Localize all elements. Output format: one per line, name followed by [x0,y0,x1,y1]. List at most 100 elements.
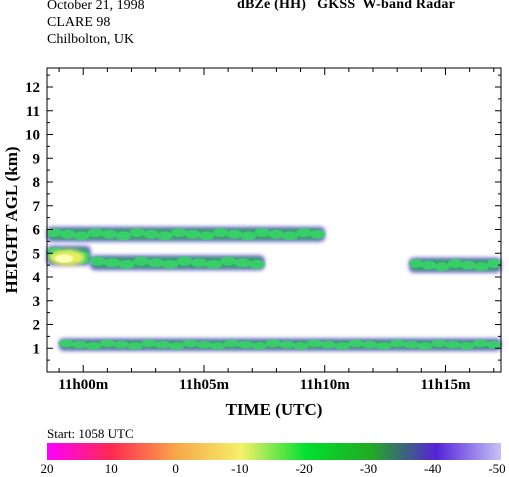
echo-cell [389,339,406,348]
echo-cell [268,229,284,239]
colorbar-tick-label: -20 [295,461,313,476]
echo-cell [403,340,419,349]
x-tick-label: 11h10m [300,377,351,393]
echo-cell [421,260,437,270]
echo-cell [99,339,116,348]
echo-cell [279,340,295,349]
echo-cell [101,229,118,239]
echo-cell [408,258,423,268]
echo-cell [87,227,104,238]
echo-cell [472,339,488,348]
echo-cell [162,259,179,270]
echo-cell [254,227,270,238]
header-info: October 21, 1998 CLARE 98 Chilbolton, UK [47,0,145,48]
echo-cell [282,231,298,241]
echo-cell [212,227,229,238]
echo-cell [474,262,489,272]
echo-cell [185,229,201,239]
x-tick-label: 11h05m [179,377,230,393]
echo-cell [205,259,222,270]
y-tick-label: 5 [33,246,41,262]
echo-layer [58,338,502,351]
y-tick-label: 6 [33,223,41,239]
echo-cell [118,259,135,270]
x-axis-label: TIME (UTC) [226,400,323,419]
echo-layer [408,258,502,273]
echo-cell [191,258,208,268]
echo-cell [171,227,187,238]
echo-cell [72,340,88,349]
echo-cell [58,339,74,348]
echo-cell [143,229,159,239]
location-label: Chilbolton, UK [47,32,135,47]
echo-cell [251,342,267,350]
echo-cell [74,231,90,241]
x-tick-label: 11h00m [58,377,109,393]
echo-cell [46,227,62,238]
y-tick-label: 4 [33,270,41,286]
colorbar-tick-label: -10 [231,461,249,476]
colorbar-tick-label: -50 [488,461,506,476]
echo-cell [89,256,106,266]
echo-cell [348,339,364,348]
echo-layer [46,227,326,242]
colorbar-tick-label: 20 [40,461,54,476]
echo-cell [210,342,226,350]
echo-cell [487,258,502,268]
echo-cell [445,340,461,349]
echo-cell [310,229,326,239]
echo-cell [447,258,463,268]
colorbar [47,443,501,460]
echo-cell [234,258,251,268]
echo-cell [458,342,475,350]
chart-title: dBZe (HH) GKSS W-band Radar [237,0,455,12]
echo-cell [141,339,157,348]
echo-cell [334,342,350,350]
echo-cell [129,227,145,238]
echo-cell [147,258,164,268]
colorbar-tick-label: -40 [424,461,442,476]
echo-cell [376,342,392,350]
echo-cell [461,260,476,270]
echo-cell [293,342,309,350]
y-tick-label: 8 [33,175,41,191]
plot-frame [46,67,502,373]
echo-cell [265,339,281,348]
echo-layers [46,227,502,351]
echo-cell [155,340,171,349]
echo-cell [168,342,185,350]
echo-cell [224,339,240,348]
echo-cell [434,262,450,272]
echo-cell [417,342,433,350]
echo-cell [113,340,129,349]
campaign-label: CLARE 98 [47,15,111,30]
x-tick-label: 11h15m [420,377,471,393]
date-label: October 21, 1998 [47,0,145,13]
y-tick-label: 3 [33,294,41,310]
colorbar-tick-label: 0 [172,461,179,476]
y-tick-label: 10 [25,128,40,144]
y-tick-label: 11 [26,104,40,120]
echo-layer [89,255,266,270]
echo-cell [115,231,132,241]
echo-cell [249,259,266,270]
echo-cell [226,229,243,239]
y-axis-label: HEIGHT AGL (km) [2,146,21,293]
echo-cell [157,231,173,241]
y-tick-label: 9 [33,151,41,167]
echo-cell [127,342,143,350]
echo-cell [196,340,212,349]
echo-cell [86,342,102,350]
echo-cell [104,258,121,268]
echo-cell [296,227,312,238]
echo-peak-core [55,254,73,263]
echo-cell [182,339,198,348]
colorbar-tick-label: -30 [359,461,378,476]
y-tick-label: 2 [33,318,41,334]
echo-cell [176,256,193,266]
start-time-label: Start: 1058 UTC [47,426,134,441]
echo-cell [486,340,502,349]
echo-cell [362,340,378,349]
echo-cell [431,339,447,348]
